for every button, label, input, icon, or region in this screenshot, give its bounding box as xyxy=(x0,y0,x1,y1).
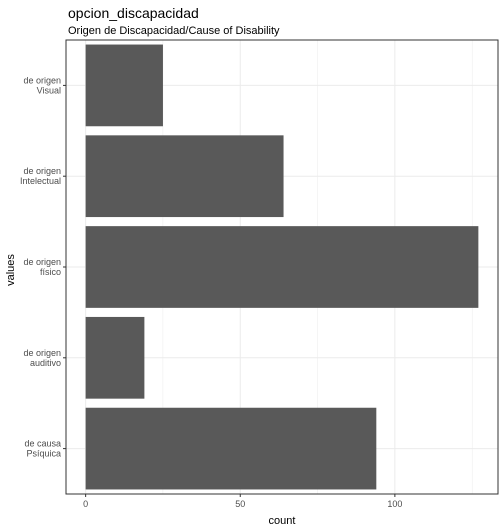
chart-title: opcion_discapacidad xyxy=(68,5,199,21)
y-axis: de causa Psíquica de origen auditivo de orig… xyxy=(20,75,66,459)
bar xyxy=(85,407,377,490)
bar xyxy=(85,44,163,127)
y-tick-label: de origen Visual xyxy=(23,75,61,95)
chart-subtitle: Origen de Discapacidad/Cause of Disabili… xyxy=(68,25,280,37)
y-tick-label: de origen Intelectual xyxy=(20,166,61,186)
bar xyxy=(85,226,479,308)
y-tick-label: de causa Psíquica xyxy=(24,439,61,459)
x-tick-label: 100 xyxy=(387,499,402,509)
bars xyxy=(85,44,479,490)
x-tick-label: 50 xyxy=(235,499,245,509)
bar xyxy=(85,316,145,399)
y-tick-label: de origen físico xyxy=(23,257,61,277)
x-tick-label: 0 xyxy=(83,499,88,509)
bar xyxy=(85,135,284,218)
x-axis-title: count xyxy=(269,515,296,527)
y-axis-title: values xyxy=(5,254,17,286)
y-tick-label: de origen auditivo xyxy=(23,348,61,368)
x-axis: 0 50 100 xyxy=(83,494,402,509)
